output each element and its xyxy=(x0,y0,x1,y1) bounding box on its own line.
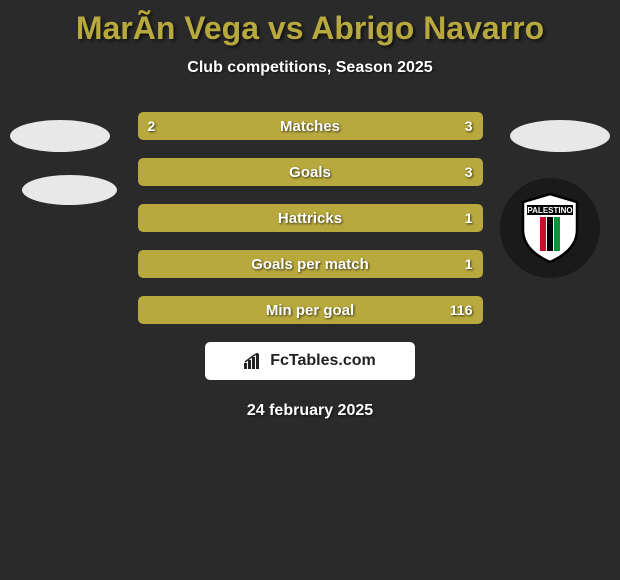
stat-label: Goals per match xyxy=(138,250,483,278)
palestino-shield-icon: PALESTINO xyxy=(519,192,581,264)
footer-brand-logo: FcTables.com xyxy=(205,342,415,380)
footer-brand-text: FcTables.com xyxy=(270,352,376,370)
stat-label: Hattricks xyxy=(138,204,483,232)
stat-row-goals-per-match: Goals per match 1 xyxy=(138,250,483,278)
stat-bars: 2 Matches 3 Goals 3 Hattricks 1 Goals pe… xyxy=(138,112,483,324)
footer-date: 24 february 2025 xyxy=(0,402,620,420)
svg-text:PALESTINO: PALESTINO xyxy=(527,206,572,215)
stat-label: Matches xyxy=(138,112,483,140)
stat-label: Min per goal xyxy=(138,296,483,324)
page-title: MarÃ­n Vega vs Abrigo Navarro xyxy=(0,10,620,47)
bar-chart-icon xyxy=(244,353,264,369)
stat-row-hattricks: Hattricks 1 xyxy=(138,204,483,232)
stat-row-min-per-goal: Min per goal 116 xyxy=(138,296,483,324)
team-right-badge: PALESTINO xyxy=(500,178,600,278)
stat-right-value: 1 xyxy=(465,204,473,232)
stat-row-matches: 2 Matches 3 xyxy=(138,112,483,140)
stat-right-value: 3 xyxy=(465,158,473,186)
stat-right-value: 116 xyxy=(450,296,473,324)
player-left-avatar-placeholder xyxy=(10,120,110,152)
player-right-avatar-placeholder xyxy=(510,120,610,152)
team-left-badge-placeholder xyxy=(22,175,117,205)
stat-label: Goals xyxy=(138,158,483,186)
subtitle: Club competitions, Season 2025 xyxy=(0,59,620,77)
stat-right-value: 1 xyxy=(465,250,473,278)
comparison-infographic: MarÃ­n Vega vs Abrigo Navarro Club compe… xyxy=(0,0,620,580)
stat-right-value: 3 xyxy=(465,112,473,140)
stat-row-goals: Goals 3 xyxy=(138,158,483,186)
